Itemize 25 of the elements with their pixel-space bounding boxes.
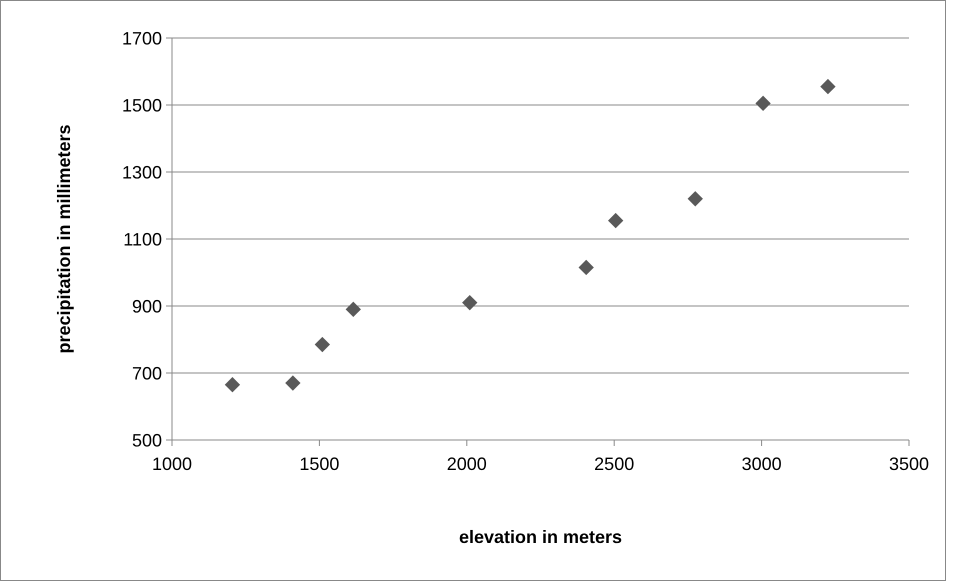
point xyxy=(820,78,836,94)
point xyxy=(462,294,478,310)
point xyxy=(755,96,771,111)
point xyxy=(224,377,240,392)
point xyxy=(688,191,703,206)
y-tick-label: 1500 xyxy=(122,95,162,116)
x-tick-label: 2500 xyxy=(594,454,634,474)
x-tick-label: 2000 xyxy=(446,454,487,474)
x-tick-label: 3500 xyxy=(888,454,930,474)
y-tick-label: 1100 xyxy=(123,229,162,250)
y-tick-label: 900 xyxy=(132,296,162,316)
point xyxy=(314,336,330,352)
point xyxy=(608,212,624,228)
y-tick-label: 700 xyxy=(132,363,162,384)
point xyxy=(578,260,594,276)
point xyxy=(346,302,361,318)
y-tick-label: 500 xyxy=(132,430,162,450)
y-tick-label: 1300 xyxy=(122,162,162,182)
x-tick-label: 1000 xyxy=(152,454,192,474)
y-tick-label: 1700 xyxy=(122,28,162,48)
y-axis-title: precipitation in millimeters xyxy=(54,124,74,354)
x-tick-label: 1500 xyxy=(299,454,340,474)
x-tick-label: 3000 xyxy=(742,454,782,474)
x-axis-title: elevation in meters xyxy=(458,527,622,547)
point xyxy=(285,375,301,391)
